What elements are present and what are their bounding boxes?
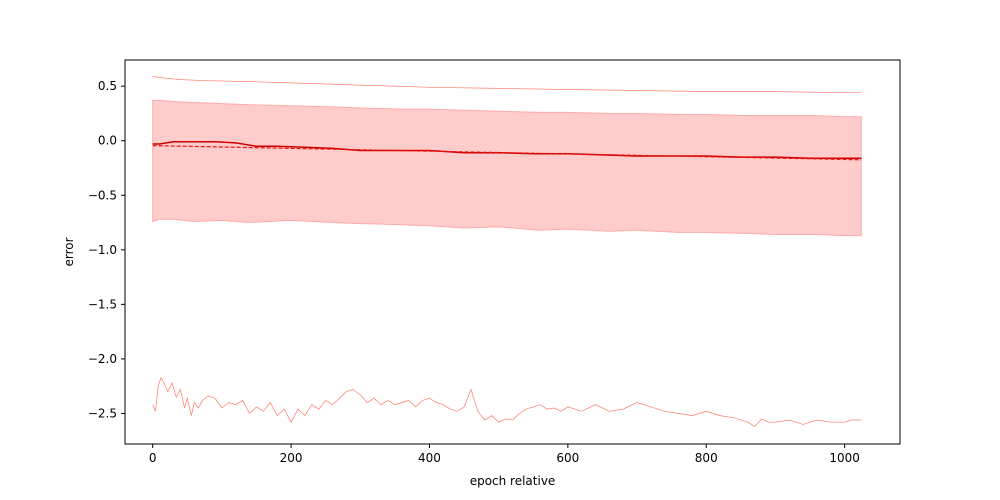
y-tick-label: −2.0 (88, 352, 117, 366)
x-tick-label: 200 (280, 451, 303, 465)
y-tick-label: −1.0 (88, 243, 117, 257)
min-line (152, 376, 862, 427)
trend-line (152, 145, 862, 161)
y-tick-label: −2.5 (88, 406, 117, 420)
x-axis-ticks: 0 200 400 600 800 1000 (149, 444, 860, 465)
x-tick-label: 600 (556, 451, 579, 465)
y-axis-label: error (62, 237, 76, 266)
axes-frame (124, 59, 901, 445)
std-band (152, 99, 862, 237)
x-tick-label: 0 (149, 451, 157, 465)
x-tick-label: 1000 (829, 451, 860, 465)
y-axis-ticks: 0.5 0.0 −0.5 −1.0 −1.5 −2.0 −2.5 (88, 79, 125, 420)
y-tick-label: 0.5 (98, 79, 117, 93)
y-tick-label: 0.0 (98, 134, 117, 148)
x-tick-label: 400 (418, 451, 441, 465)
plot-area (152, 76, 862, 427)
y-tick-label: −0.5 (88, 188, 117, 202)
x-axis-label: epoch relative (470, 474, 556, 488)
y-tick-label: −1.5 (88, 297, 117, 311)
max-line (152, 76, 862, 94)
x-tick-label: 800 (695, 451, 718, 465)
